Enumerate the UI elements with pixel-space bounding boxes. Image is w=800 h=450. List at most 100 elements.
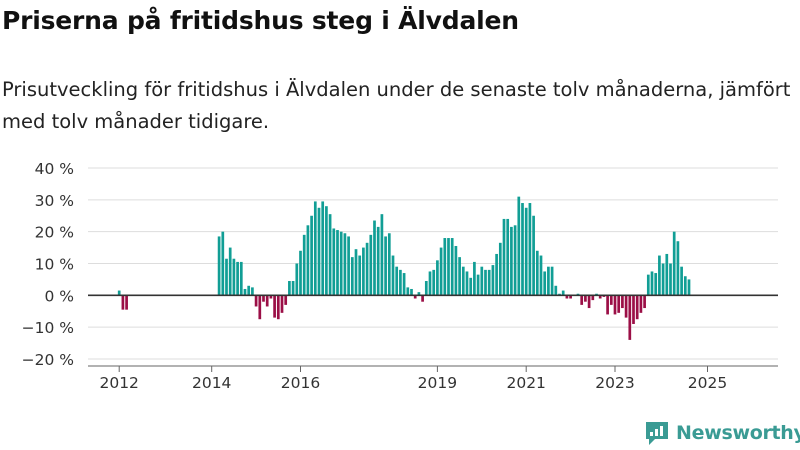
- bars: [117, 196, 691, 340]
- bar: [561, 290, 565, 296]
- bar: [487, 269, 491, 296]
- x-axis: 2012 2014 2016 2019 2021 2023 2025: [88, 365, 778, 392]
- bar: [524, 207, 528, 296]
- bar: [598, 295, 602, 299]
- bar: [125, 295, 128, 310]
- bar: [506, 218, 510, 296]
- bar: [565, 295, 569, 299]
- bar: [617, 295, 621, 313]
- bar: [543, 271, 547, 296]
- bar: [521, 203, 524, 296]
- y-tick-label: 20 %: [35, 224, 74, 242]
- bar: [683, 276, 687, 296]
- bar: [399, 269, 402, 296]
- bar: [528, 203, 532, 296]
- newsworthy-logo-icon: [646, 422, 668, 445]
- bar: [354, 249, 358, 296]
- bar: [365, 242, 369, 296]
- bar: [680, 266, 683, 296]
- bar: [439, 247, 443, 296]
- bar: [402, 273, 406, 296]
- bar: [369, 234, 373, 296]
- bar: [276, 295, 280, 320]
- bar: [432, 269, 436, 296]
- bar: [687, 279, 691, 296]
- bar: [332, 228, 336, 296]
- x-tick-label: 2014: [192, 374, 231, 392]
- bar: [450, 238, 454, 296]
- bar: [661, 263, 665, 296]
- bar: [343, 233, 347, 296]
- bar: [251, 287, 254, 296]
- bar: [580, 295, 584, 305]
- bar: [406, 287, 410, 296]
- bar: [306, 225, 310, 296]
- bar: [436, 260, 439, 296]
- bar: [387, 233, 391, 296]
- bar: [613, 295, 617, 315]
- bar: [465, 271, 469, 296]
- bar: [299, 250, 302, 296]
- bar: [310, 215, 313, 296]
- bar: [313, 201, 317, 296]
- bar: [291, 281, 295, 296]
- bar: [676, 241, 680, 296]
- bar: [228, 247, 232, 296]
- x-tick-label: 2025: [688, 374, 727, 392]
- bar: [587, 295, 591, 309]
- bar: [498, 242, 502, 296]
- bar: [247, 285, 251, 296]
- chart-subtitle: Prisutveckling för fritidshus i Älvdalen…: [2, 78, 791, 133]
- chart-title: Priserna på fritidshus steg i Älvdalen: [2, 6, 519, 35]
- bar: [624, 295, 628, 318]
- bar: [121, 295, 125, 310]
- bar: [284, 295, 288, 305]
- bar: [239, 261, 243, 296]
- y-axis-labels: 40 % 30 % 20 % 10 % 0 % −10 % −20 %: [22, 160, 74, 369]
- bar: [554, 285, 558, 296]
- bar: [424, 281, 428, 296]
- bar: [410, 288, 413, 296]
- bar: [243, 288, 247, 296]
- bar: [539, 255, 543, 296]
- bar: [635, 295, 639, 320]
- bar: [225, 258, 228, 296]
- bar: [495, 253, 498, 296]
- bar: [254, 295, 258, 307]
- bar: [469, 277, 473, 296]
- bar: [473, 261, 476, 296]
- bar: [632, 295, 635, 324]
- bar: [502, 218, 506, 296]
- bar: [117, 290, 121, 296]
- bar: [650, 271, 654, 296]
- bar: [236, 261, 239, 296]
- bar: [491, 265, 495, 296]
- bar: [476, 274, 480, 296]
- x-tick-label: 2016: [281, 374, 320, 392]
- y-tick-label: −10 %: [22, 319, 74, 337]
- bar: [362, 247, 365, 296]
- bar: [302, 234, 306, 296]
- bar: [480, 266, 484, 296]
- bar: [628, 295, 632, 340]
- y-tick-label: 40 %: [35, 160, 74, 178]
- bar: [654, 273, 658, 296]
- annotation: 5 %: [733, 0, 760, 4]
- bar: [669, 263, 672, 296]
- bar: [591, 295, 595, 301]
- bar: [325, 206, 328, 296]
- bar: [513, 225, 517, 296]
- bar: [347, 236, 350, 296]
- bar: [413, 295, 417, 299]
- bar: [376, 226, 380, 296]
- bar: [535, 250, 539, 296]
- bar: [265, 295, 269, 307]
- bar: [443, 238, 447, 296]
- bar: [621, 295, 624, 309]
- bar: [584, 295, 587, 302]
- bar: [454, 245, 458, 296]
- bar: [321, 201, 325, 296]
- bar: [288, 281, 291, 296]
- x-tick-label: 2021: [506, 374, 545, 392]
